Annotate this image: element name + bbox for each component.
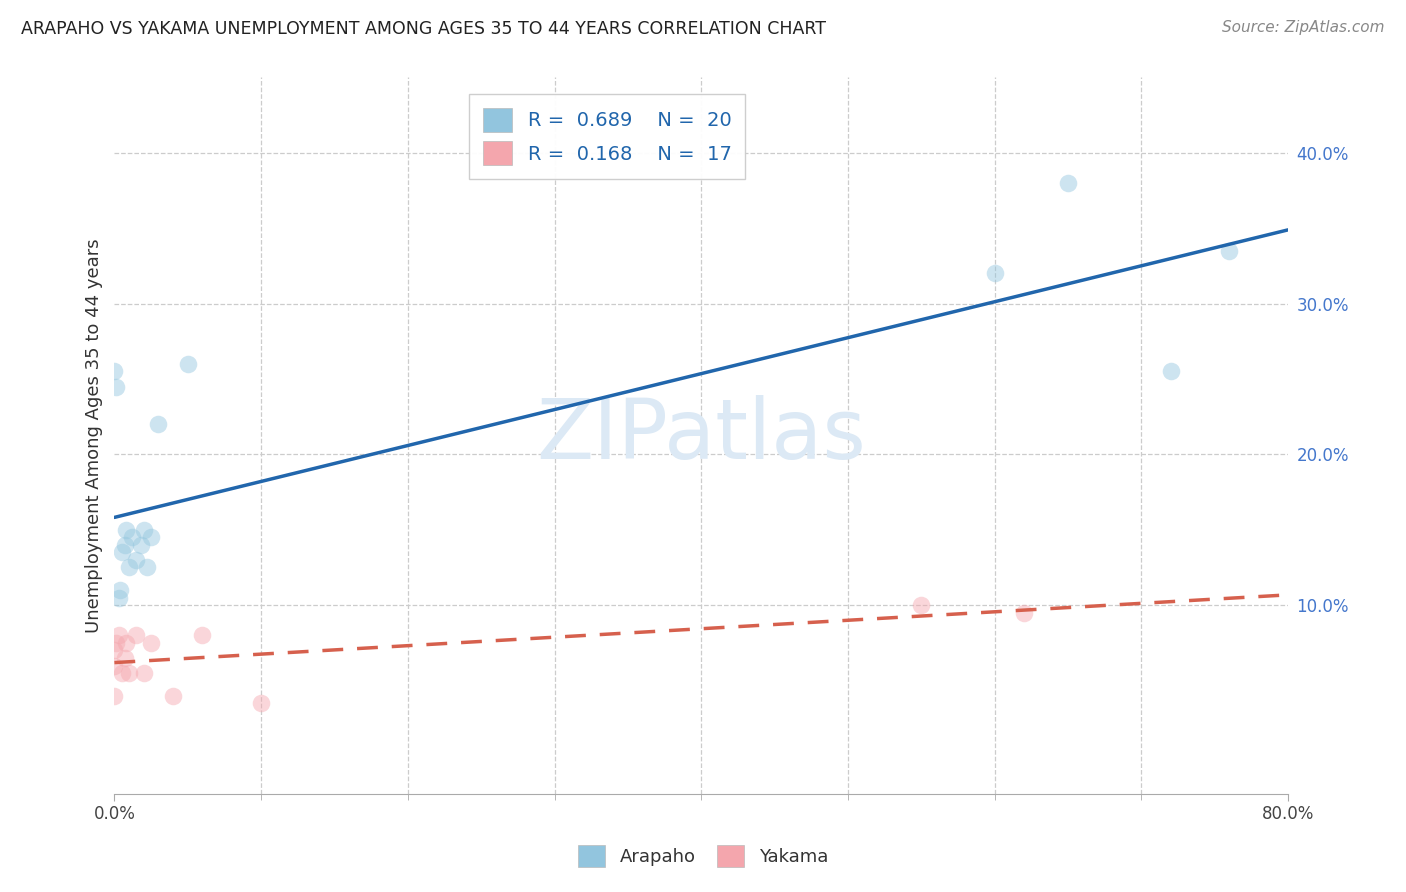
Point [910, 598, 932, 612]
Point [162, 689, 184, 703]
Point [191, 628, 214, 642]
Point [103, 364, 125, 378]
Y-axis label: Unemployment Among Ages 35 to 44 years: Unemployment Among Ages 35 to 44 years [86, 238, 103, 632]
Point [139, 636, 162, 650]
Point [104, 636, 127, 650]
Point [177, 357, 200, 371]
Point [111, 666, 134, 681]
Point [983, 267, 1005, 281]
Point [111, 545, 134, 559]
Legend: Arapaho, Yakama: Arapaho, Yakama [571, 838, 835, 874]
Point [103, 658, 125, 673]
Point [114, 538, 136, 552]
Point [1160, 364, 1182, 378]
Point [104, 379, 127, 393]
Point [108, 628, 131, 642]
Point [1218, 244, 1240, 258]
Point [125, 628, 148, 642]
Point [125, 553, 148, 567]
Legend: R =  0.689    N =  20, R =  0.168    N =  17: R = 0.689 N = 20, R = 0.168 N = 17 [470, 95, 745, 178]
Point [1057, 176, 1080, 190]
Point [115, 636, 138, 650]
Point [110, 583, 132, 598]
Point [118, 560, 141, 574]
Point [103, 689, 125, 703]
Point [148, 417, 170, 432]
Text: ARAPAHO VS YAKAMA UNEMPLOYMENT AMONG AGES 35 TO 44 YEARS CORRELATION CHART: ARAPAHO VS YAKAMA UNEMPLOYMENT AMONG AGE… [21, 20, 827, 37]
Point [129, 538, 152, 552]
Text: Source: ZipAtlas.com: Source: ZipAtlas.com [1222, 20, 1385, 35]
Point [132, 523, 155, 537]
Point [115, 523, 138, 537]
Point [250, 696, 273, 710]
Point [103, 643, 125, 657]
Point [108, 591, 131, 605]
Text: ZIPatlas: ZIPatlas [536, 395, 866, 476]
Point [135, 560, 157, 574]
Point [118, 666, 141, 681]
Point [139, 530, 162, 544]
Point [114, 651, 136, 665]
Point [121, 530, 143, 544]
Point [1012, 606, 1035, 620]
Point [132, 666, 155, 681]
